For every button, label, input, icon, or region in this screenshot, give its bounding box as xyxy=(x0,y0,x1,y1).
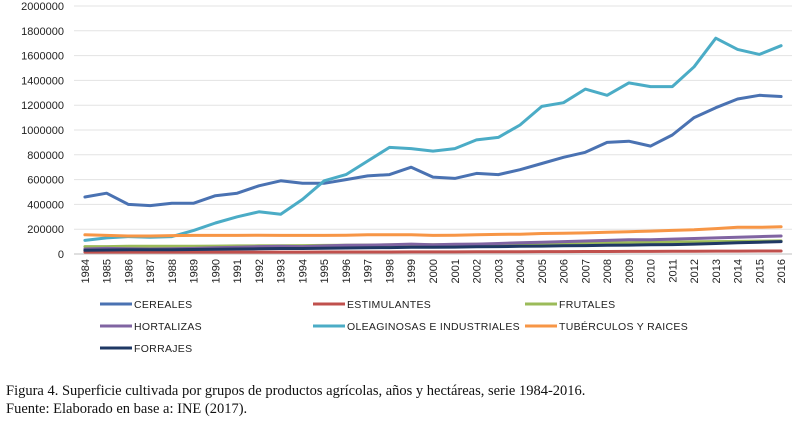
x-tick-label: 2008 xyxy=(602,259,614,283)
figure-source: Fuente: Elaborado en base a: INE (2017). xyxy=(6,401,248,417)
x-tick-label: 2005 xyxy=(537,259,549,283)
x-tick-label: 1999 xyxy=(406,259,418,283)
y-tick-label: 800000 xyxy=(27,150,64,162)
x-tick-label: 2012 xyxy=(689,259,701,283)
legend-label: CEREALES xyxy=(134,299,192,311)
x-tick-label: 2011 xyxy=(667,259,679,283)
legend: CEREALES ESTIMULANTES FRUTALES HORTALIZAS OL… xyxy=(100,299,688,355)
x-tick-label: 1998 xyxy=(384,259,396,283)
legend-label: HORTALIZAS xyxy=(134,321,202,333)
x-tick-label: 2001 xyxy=(450,259,462,283)
x-tick-label: 2010 xyxy=(646,259,658,283)
x-tick-label: 1992 xyxy=(254,259,266,283)
series-line-oleaginosas-e-industriales xyxy=(83,36,783,242)
y-tick-label: 400000 xyxy=(27,199,64,211)
x-tick-label: 1995 xyxy=(319,259,331,283)
x-tick-label: 1985 xyxy=(102,259,114,283)
legend-label: OLEAGINOSAS E INDUSTRIALES xyxy=(347,321,520,333)
y-tick-label: 0 xyxy=(58,249,64,261)
series-lines xyxy=(83,36,783,254)
x-tick-label: 2002 xyxy=(472,259,484,283)
y-tick-label: 1200000 xyxy=(21,100,64,112)
y-tick-label: 200000 xyxy=(27,224,64,236)
x-tick-label: 1996 xyxy=(341,259,353,283)
x-tick-label: 1986 xyxy=(123,259,135,283)
x-tick-label: 2003 xyxy=(493,259,505,283)
x-tick-label: 2016 xyxy=(776,259,788,283)
x-tick-label: 2013 xyxy=(711,259,723,283)
x-tick-label: 2015 xyxy=(754,259,766,283)
series-line-forrajes xyxy=(83,240,783,252)
x-tick-label: 2009 xyxy=(624,259,636,283)
x-tick-label: 1987 xyxy=(145,259,157,283)
x-tick-label: 1989 xyxy=(189,259,201,283)
series-line-tub-rculos-y-raices xyxy=(83,225,783,238)
x-tick-label: 2004 xyxy=(515,259,527,283)
legend-label: ESTIMULANTES xyxy=(347,299,431,311)
x-tick-label: 1997 xyxy=(363,259,375,283)
legend-label: TUBÉRCULOS Y RAICES xyxy=(559,320,688,333)
gridlines xyxy=(74,5,792,255)
x-tick-label: 1990 xyxy=(210,259,222,283)
chart-area: 0 200000 400000 600000 800000 1000000 1200000 1… xyxy=(21,1,792,355)
figure-caption: Figura 4. Superficie cultivada por grupo… xyxy=(6,383,586,399)
x-tick-label: 1984 xyxy=(80,259,92,283)
x-tick-label: 1991 xyxy=(232,259,244,283)
y-tick-label: 2000000 xyxy=(21,1,64,13)
y-tick-label: 1600000 xyxy=(21,51,64,63)
x-axis-ticks: 1984 1985 1986 1987 1988 1989 1990 1991 1992 1993… xyxy=(80,259,788,283)
x-tick-label: 1988 xyxy=(167,259,179,283)
y-tick-label: 600000 xyxy=(27,175,64,187)
x-tick-label: 1994 xyxy=(297,259,309,283)
y-tick-label: 1000000 xyxy=(21,125,64,137)
x-tick-label: 2014 xyxy=(733,259,745,283)
series-line-cereales xyxy=(83,93,783,208)
y-tick-label: 1400000 xyxy=(21,75,64,87)
y-axis-ticks: 0 200000 400000 600000 800000 1000000 1200000 1… xyxy=(21,1,64,261)
x-tick-label: 1993 xyxy=(276,259,288,283)
x-tick-label: 2007 xyxy=(580,259,592,283)
x-tick-label: 2006 xyxy=(559,259,571,283)
series-line-estimulantes xyxy=(83,249,783,254)
legend-label: FORRAJES xyxy=(134,343,192,355)
x-tick-label: 2000 xyxy=(428,259,440,283)
y-tick-label: 1800000 xyxy=(21,26,64,38)
legend-label: FRUTALES xyxy=(559,299,615,311)
